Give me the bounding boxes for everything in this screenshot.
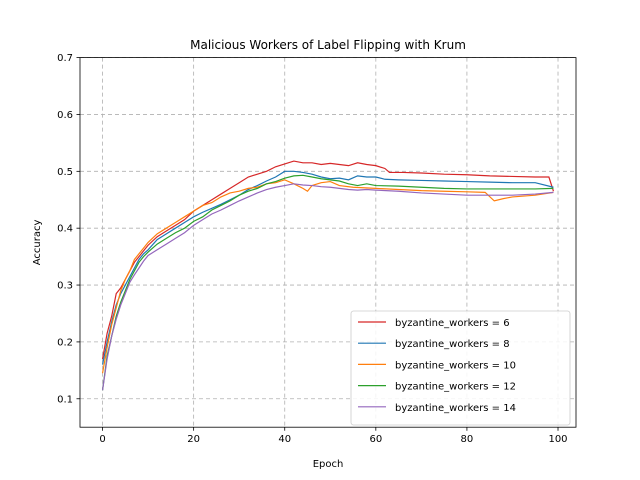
axis-ticks: 0 20 40 60 80 100 0.1 0.2 0.3 0.4 0.5 0.6 0.7 bbox=[57, 53, 567, 445]
y-tick-label: 0.5 bbox=[57, 167, 73, 178]
series-lines bbox=[101, 160, 555, 391]
plot-frame bbox=[79, 57, 577, 428]
series-line-2 bbox=[101, 170, 554, 365]
legend-label: byzantine_workers = 12 bbox=[395, 382, 516, 393]
series-line-3 bbox=[101, 179, 554, 374]
x-tick-label: 40 bbox=[278, 434, 291, 445]
series-line-5 bbox=[101, 183, 554, 391]
y-tick-label: 0.2 bbox=[57, 337, 73, 348]
y-tick-label: 0.4 bbox=[57, 224, 73, 235]
y-tick-label: 0.7 bbox=[57, 53, 73, 64]
legend: byzantine_workers = 6 byzantine_workers =… bbox=[350, 310, 571, 426]
x-tick-label: 60 bbox=[369, 434, 382, 445]
x-tick-label: 80 bbox=[461, 434, 474, 445]
y-tick-label: 0.6 bbox=[57, 110, 73, 121]
series-line-1 bbox=[101, 160, 555, 360]
legend-label: byzantine_workers = 8 bbox=[395, 339, 510, 350]
y-tick-label: 0.3 bbox=[57, 281, 73, 292]
x-axis-label: Epoch bbox=[313, 459, 344, 470]
legend-box bbox=[350, 310, 571, 426]
y-axis-label: Accuracy bbox=[32, 219, 43, 265]
x-tick-label: 100 bbox=[548, 434, 567, 445]
y-tick-label: 0.1 bbox=[57, 394, 73, 405]
x-tick-label: 0 bbox=[99, 434, 105, 445]
legend-label: byzantine_workers = 6 bbox=[395, 318, 510, 329]
series-line-4 bbox=[101, 174, 554, 391]
chart-title: Malicious Workers of Label Flipping with… bbox=[190, 38, 466, 52]
x-tick-label: 20 bbox=[187, 434, 200, 445]
legend-label: byzantine_workers = 14 bbox=[395, 403, 516, 414]
legend-label: byzantine_workers = 10 bbox=[395, 360, 516, 371]
